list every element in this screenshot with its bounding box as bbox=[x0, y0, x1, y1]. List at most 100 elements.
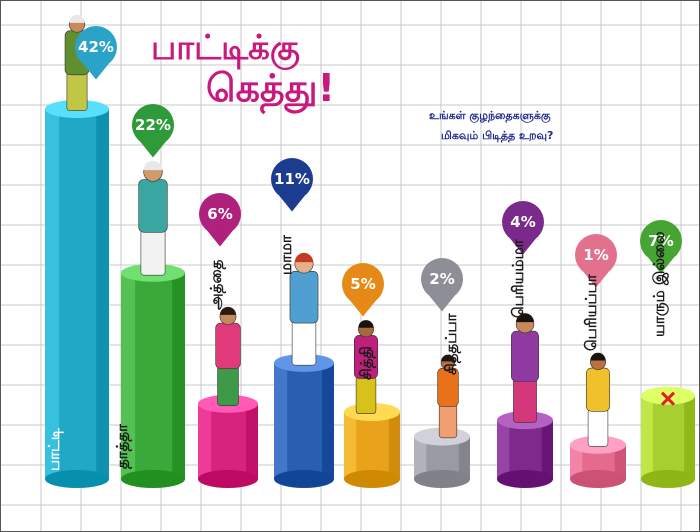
figure-hair bbox=[219, 306, 237, 315]
pin-tail bbox=[647, 257, 675, 274]
pin-tail bbox=[278, 195, 306, 212]
value-pin: 1% bbox=[575, 234, 617, 288]
figure-torso bbox=[289, 270, 319, 324]
figure-hair bbox=[358, 320, 374, 328]
data-label: 2% bbox=[429, 270, 454, 288]
figures-group bbox=[64, 15, 676, 447]
pin-head bbox=[132, 104, 174, 146]
bars-group bbox=[45, 100, 695, 488]
bar-highlight bbox=[344, 412, 357, 479]
bar-base bbox=[45, 470, 109, 488]
pin-head bbox=[199, 193, 241, 235]
category-labels-group: பாட்டி தாத்தா அத்தை மாமா சித்தி சித்தப்பா பெரி… bbox=[45, 231, 669, 471]
value-pin: 4% bbox=[502, 201, 544, 255]
data-label: 42% bbox=[78, 38, 114, 56]
pin-tail bbox=[509, 238, 537, 255]
pin-tail bbox=[139, 141, 167, 158]
category-label: அத்தை bbox=[207, 259, 226, 310]
value-pin: 11% bbox=[271, 158, 313, 212]
category-label: பெரியம்மா bbox=[509, 238, 527, 318]
category-label: தாத்தா bbox=[113, 423, 132, 469]
pins-group: 42% 22% 6% 11% 5% 2% 4% 1% 7% bbox=[75, 26, 682, 317]
bar-highlight bbox=[45, 109, 60, 479]
bar-top bbox=[641, 386, 695, 405]
pin-head bbox=[342, 263, 384, 305]
pin-head bbox=[575, 234, 617, 276]
figure-torso bbox=[585, 367, 610, 412]
chart-title-line1: பாட்டிக்கு bbox=[151, 28, 300, 70]
value-pin: 5% bbox=[342, 263, 384, 317]
data-label: 7% bbox=[648, 232, 673, 250]
bar-shade bbox=[684, 395, 695, 479]
bar-highlight bbox=[641, 395, 653, 479]
figure-hair bbox=[441, 354, 455, 362]
pin-tail bbox=[349, 300, 377, 317]
pin-tail bbox=[206, 230, 234, 247]
bar-base bbox=[274, 470, 334, 488]
subtitle-line1: உங்கள் குழந்தைகளுக்கு bbox=[429, 109, 551, 124]
figure-lower bbox=[587, 408, 609, 447]
bar bbox=[198, 394, 258, 488]
figure-hair bbox=[69, 15, 85, 23]
pin-tail bbox=[82, 63, 110, 80]
person-figure bbox=[289, 252, 319, 366]
figure-hair bbox=[294, 252, 314, 263]
figure-lower bbox=[140, 228, 166, 276]
bar bbox=[274, 353, 334, 488]
figure-torso bbox=[215, 322, 241, 369]
bar bbox=[45, 100, 109, 488]
bar-base bbox=[198, 470, 258, 488]
pin-tail bbox=[582, 271, 610, 288]
data-label: 1% bbox=[583, 246, 608, 264]
bar-shade bbox=[322, 362, 334, 479]
bar-shade bbox=[96, 109, 109, 479]
cross-stroke bbox=[660, 391, 676, 406]
figure-lower bbox=[438, 403, 458, 439]
figure-lower bbox=[66, 71, 88, 111]
pin-head bbox=[502, 201, 544, 243]
value-pin: 22% bbox=[132, 104, 174, 158]
bar-highlight bbox=[274, 362, 288, 479]
person-figure bbox=[353, 320, 378, 414]
bar-base bbox=[414, 470, 470, 488]
bar-highlight bbox=[570, 444, 583, 479]
bar-shade bbox=[614, 444, 626, 479]
data-label: 4% bbox=[510, 213, 535, 231]
bar-base bbox=[121, 470, 185, 488]
pin-head bbox=[421, 258, 463, 300]
value-pin: 6% bbox=[199, 193, 241, 247]
bar-base bbox=[344, 470, 400, 488]
bar-highlight bbox=[121, 272, 136, 479]
bar bbox=[121, 263, 185, 488]
category-label: சித்தி bbox=[357, 346, 376, 380]
figure-lower bbox=[291, 319, 317, 366]
bar-base bbox=[497, 470, 553, 488]
subtitle-line2: மிகவும் பிடித்த உறவு? bbox=[441, 129, 553, 143]
person-figure bbox=[511, 313, 539, 423]
value-pin: 42% bbox=[75, 26, 117, 80]
figure-torso bbox=[138, 179, 168, 233]
figure-hair bbox=[143, 160, 163, 171]
bar-base bbox=[641, 470, 695, 488]
pin-head bbox=[640, 220, 682, 262]
bar bbox=[497, 411, 553, 488]
figure-hair bbox=[590, 352, 606, 361]
pin-tail bbox=[428, 295, 456, 312]
pin-head bbox=[271, 158, 313, 200]
value-pin: 7% bbox=[640, 220, 682, 274]
data-label: 11% bbox=[274, 170, 310, 188]
data-label: 22% bbox=[135, 116, 171, 134]
category-label: பெரியப்பா bbox=[582, 273, 600, 351]
person-figure bbox=[437, 354, 459, 439]
bar-shade bbox=[388, 412, 400, 479]
data-label: 5% bbox=[350, 275, 375, 293]
person-figure bbox=[138, 160, 168, 276]
bar bbox=[641, 386, 695, 488]
figure-hair bbox=[516, 313, 534, 323]
bar-base bbox=[570, 470, 626, 488]
value-pin: 2% bbox=[421, 258, 463, 312]
bar-shade bbox=[541, 420, 553, 479]
red-cross-icon bbox=[660, 391, 676, 406]
